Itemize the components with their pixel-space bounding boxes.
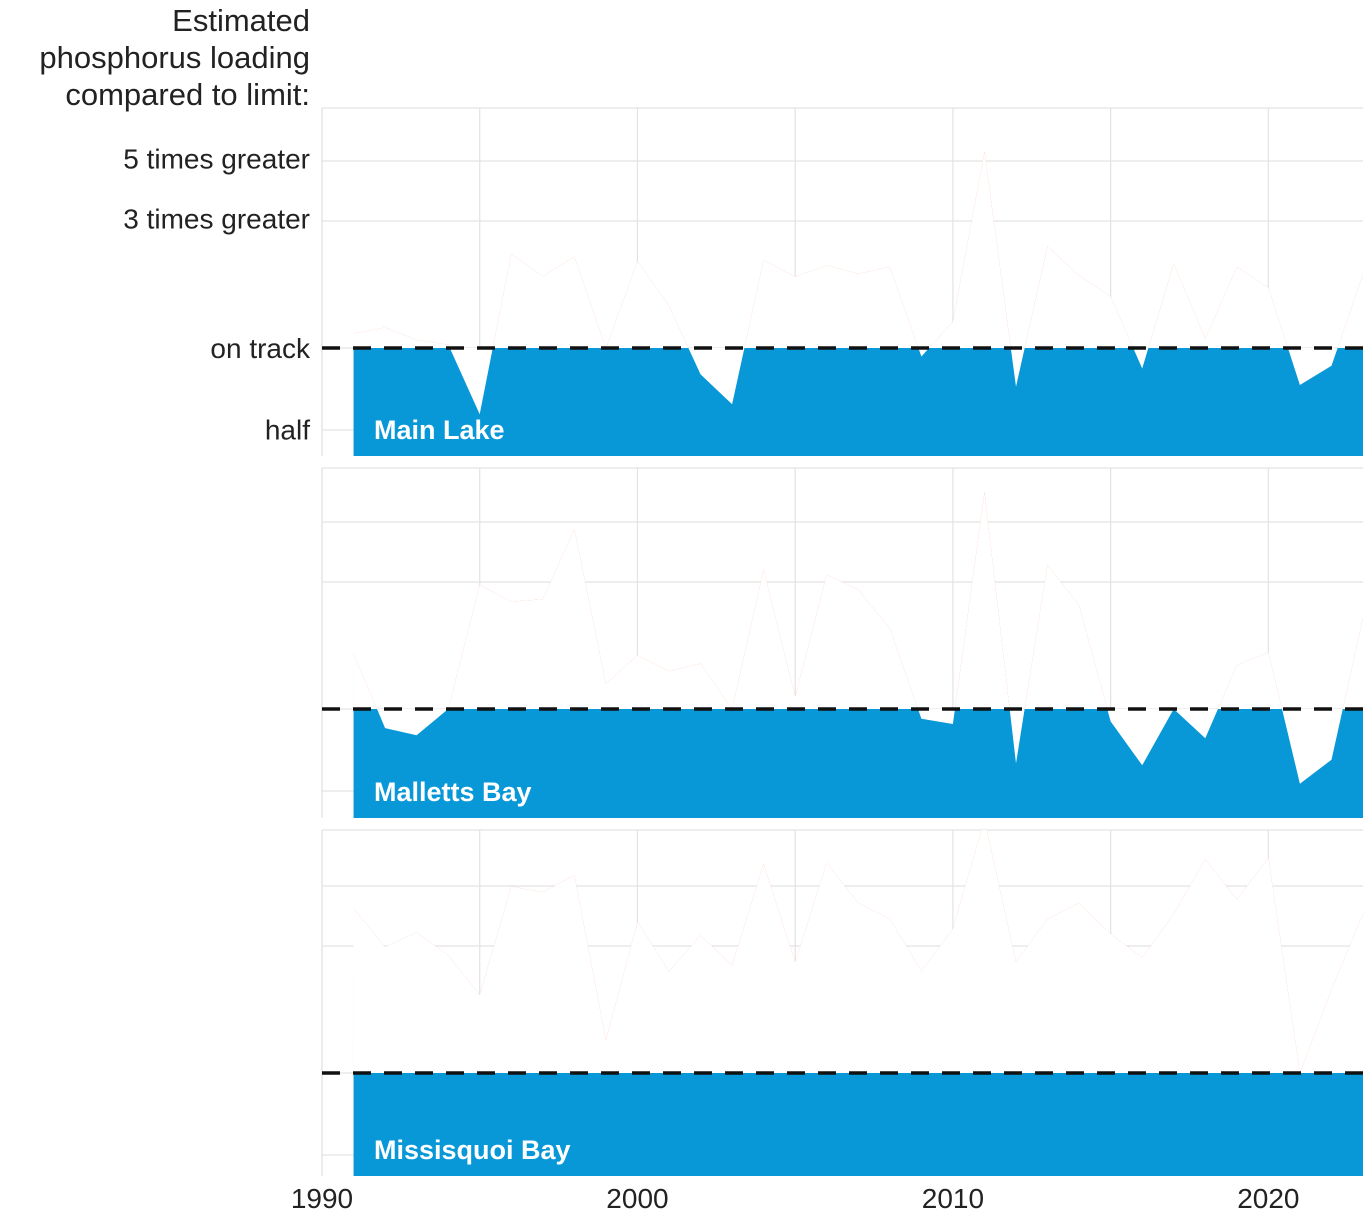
panel-label: Malletts Bay [374,777,532,807]
area-below-limit [353,348,1363,456]
y-tick-label: on track [210,333,311,364]
area-below-limit [353,709,1363,818]
area-under-limit-gap [353,830,1363,1073]
area-below-limit [353,1073,1363,1176]
x-tick-label: 2000 [606,1183,668,1214]
panel-missisquoi-bay: Missisquoi Bay [321,829,1363,1176]
y-tick-label: 5 times greater [123,144,310,175]
y-axis-title: Estimated phosphorus loading compared to… [39,3,310,112]
y-tick-label: half [265,415,310,446]
panel-label: Missisquoi Bay [374,1135,571,1165]
x-tick-label: 2020 [1237,1183,1299,1214]
panel-label: Main Lake [374,415,505,445]
panel-malletts-bay: Malletts Bay [321,467,1363,818]
x-tick-label: 2010 [922,1183,984,1214]
area-under-limit-gap [353,492,1363,784]
x-tick-label: 1990 [291,1183,353,1214]
area-under-limit-gap [353,151,1363,415]
y-tick-label: 3 times greater [123,204,310,235]
panel-main-lake: Main Lake [321,107,1363,456]
